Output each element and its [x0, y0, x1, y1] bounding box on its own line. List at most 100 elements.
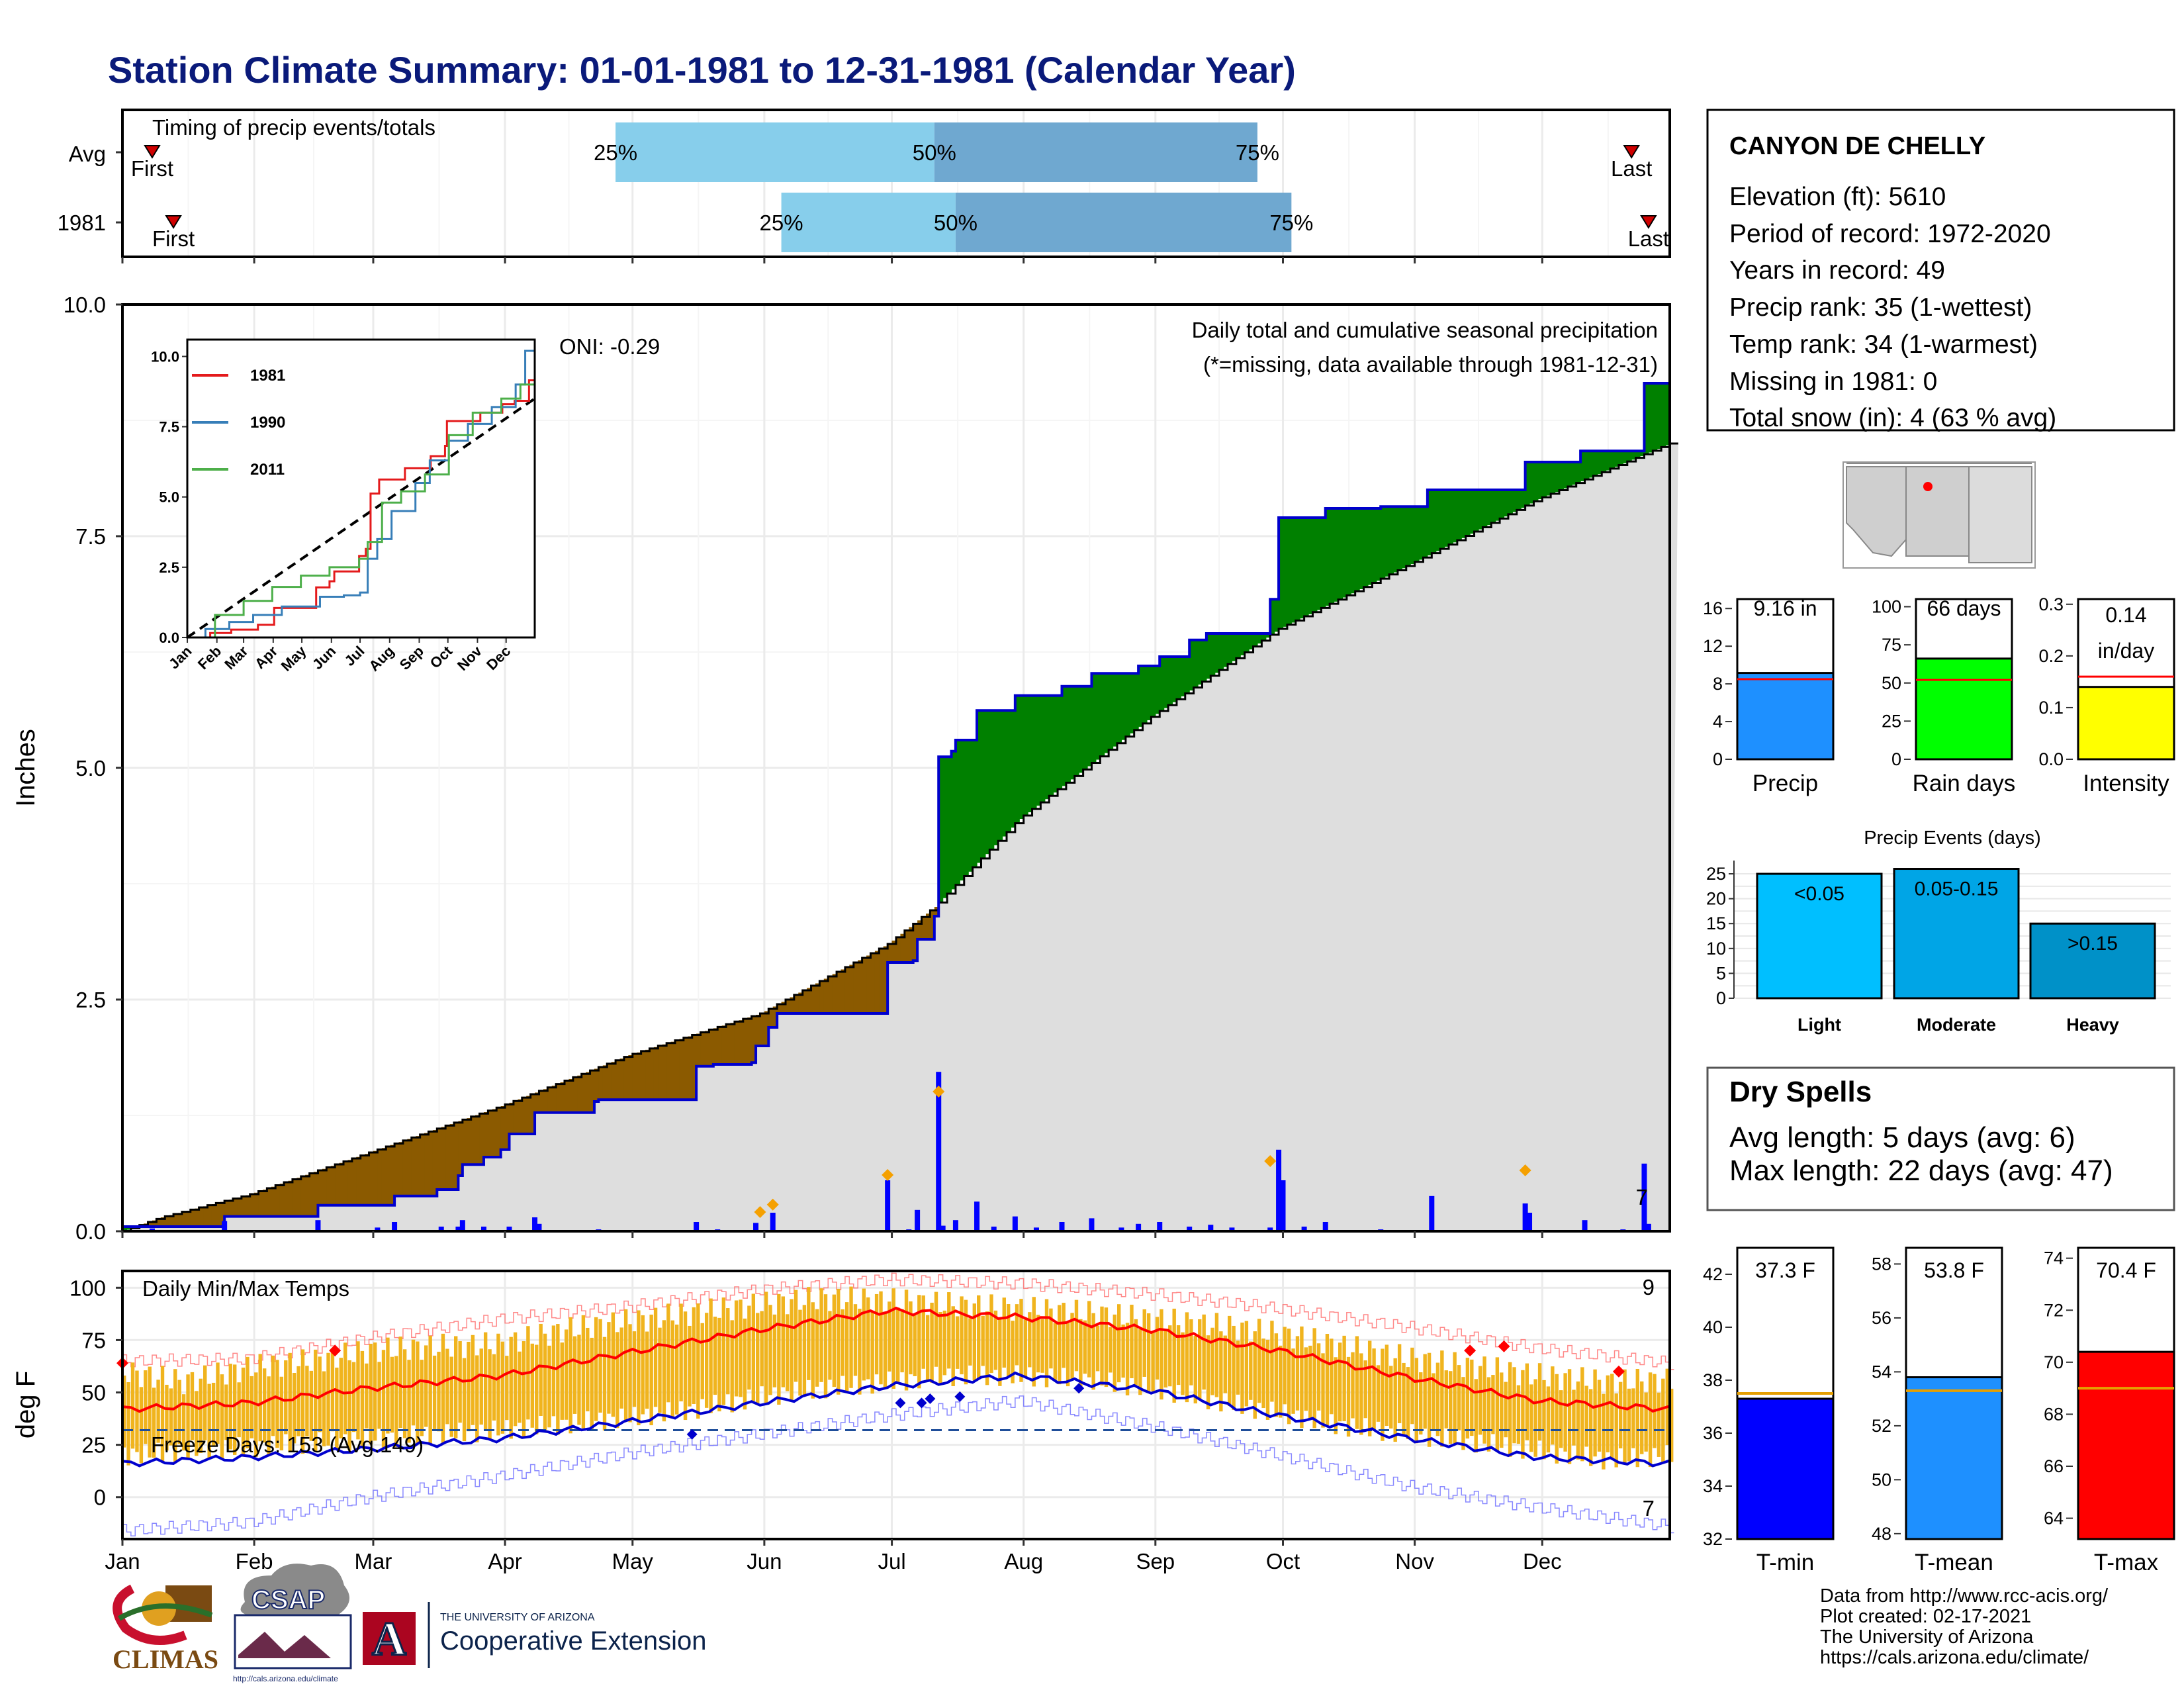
deficit-area: [471, 1116, 476, 1165]
record-low-marker: [954, 1391, 966, 1402]
surplus-area: [1113, 673, 1118, 747]
deficit-area: [224, 1201, 230, 1217]
daily-temp-bar: [1576, 1381, 1580, 1460]
deficit-area: [649, 1048, 655, 1100]
daily-precip-bar: [1301, 1227, 1307, 1231]
deficit-area: [628, 1055, 633, 1100]
surplus-area: [1330, 508, 1335, 604]
daily-temp-bar: [849, 1286, 853, 1388]
deficit-area: [653, 1047, 659, 1100]
surplus-area: [1168, 657, 1173, 706]
daily-temp-bar: [284, 1360, 288, 1434]
deficit-area: [679, 1039, 684, 1100]
daily-temp-bar: [989, 1294, 993, 1374]
daily-temp-bar: [955, 1316, 960, 1369]
daily-temp-bar: [1104, 1307, 1109, 1387]
temp-y-label: deg F: [11, 1371, 40, 1438]
deficit-area: [381, 1148, 387, 1205]
daily-temp-bar: [1062, 1303, 1066, 1368]
deficit-area: [777, 1004, 782, 1013]
daily-temp-bar: [1432, 1373, 1435, 1430]
deficit-area: [560, 1082, 565, 1113]
daily-temp-bar: [394, 1356, 398, 1447]
daily-temp-bar: [365, 1363, 369, 1429]
month-label: Dec: [1523, 1549, 1562, 1573]
oni-label: ONI: -0.29: [559, 334, 660, 359]
surplus-area: [1019, 695, 1024, 819]
deficit-area: [428, 1131, 433, 1196]
surplus-area: [1130, 673, 1135, 733]
daily-temp-bar: [1414, 1358, 1419, 1444]
daily-temp-bar: [1172, 1308, 1176, 1403]
surplus-area: [1381, 506, 1386, 579]
daily-temp-bar: [700, 1323, 704, 1399]
events-y-tick-label: 10: [1706, 939, 1726, 959]
daily-temp-bar: [416, 1341, 420, 1443]
daily-temp-bar: [1232, 1325, 1236, 1410]
climas-arc: [117, 1603, 213, 1621]
deficit-area: [500, 1106, 506, 1150]
events-y-tick-label: 15: [1706, 914, 1726, 933]
daily-precip-bar: [1012, 1216, 1018, 1231]
deficit-area: [602, 1065, 608, 1100]
climas-wordmark: CLIMAS: [113, 1644, 218, 1674]
daily-temp-bar: [1355, 1336, 1359, 1429]
surplus-area: [1117, 673, 1122, 743]
surplus-area: [1546, 462, 1551, 496]
normal-min-line: [122, 1371, 1670, 1468]
daily-temp-bar: [1279, 1345, 1283, 1418]
deficit-area: [760, 1013, 765, 1046]
temp-summary-y-tick-label: 54: [1872, 1362, 1891, 1382]
deficit-area: [177, 1213, 183, 1227]
deficit-area: [326, 1167, 332, 1205]
daily-temp-bar: [1559, 1390, 1563, 1448]
daily-temp-bar: [760, 1311, 764, 1387]
daily-temp-bar: [398, 1336, 402, 1429]
daily-temp-bar: [1265, 1339, 1270, 1420]
daily-precip-bar: [1157, 1222, 1163, 1231]
ua-big-text: Cooperative Extension: [440, 1626, 706, 1656]
deficit-area: [347, 1160, 353, 1205]
daily-temp-bar: [1474, 1379, 1478, 1453]
daily-temp-bar: [904, 1289, 909, 1391]
footer-line: The University of Arizona: [1820, 1626, 2034, 1648]
deficit-area: [475, 1115, 480, 1165]
daily-temp-bar: [1117, 1304, 1121, 1383]
surplus-area: [1087, 686, 1093, 767]
surplus-area: [1580, 451, 1586, 481]
surplus-area: [1253, 633, 1258, 647]
deficit-area: [228, 1199, 234, 1217]
surplus-area: [942, 757, 948, 898]
daily-temp-bar: [1334, 1357, 1338, 1434]
temp-panel: 0 25 50 75 100 Jan Feb Mar Apr May Jun Jul Aug Sep Oc…: [11, 1270, 1674, 1573]
surplus-area: [126, 1227, 132, 1230]
surplus-area: [1015, 695, 1020, 823]
daily-precip-bar: [1033, 1227, 1039, 1231]
deficit-area: [581, 1074, 586, 1113]
surplus-area: [1155, 666, 1160, 714]
footer-line: Plot created: 02-17-2021: [1820, 1606, 2031, 1627]
deficit-area: [207, 1205, 212, 1227]
summary-value-label: 0.14: [2105, 603, 2146, 627]
surplus-area: [122, 1227, 128, 1231]
daily-precip-bar: [770, 1213, 776, 1231]
surplus-area: [1597, 451, 1602, 475]
deficit-area: [488, 1110, 493, 1157]
deficit-area: [390, 1145, 395, 1205]
daily-temp-bar: [288, 1352, 292, 1453]
summary-y-tick-label: 4: [1713, 712, 1723, 731]
deficit-area: [309, 1173, 314, 1217]
surplus-area: [1083, 686, 1088, 770]
daily-precip-bar: [936, 1072, 942, 1231]
daily-temp-bar: [1040, 1319, 1044, 1373]
summary-y-tick-label: 0.1: [2038, 698, 2064, 718]
daily-temp-bar: [1163, 1330, 1168, 1388]
summary-bar: [1915, 657, 2013, 761]
deficit-area: [925, 914, 931, 939]
surplus-area: [1406, 506, 1411, 567]
deficit-area: [148, 1222, 153, 1227]
daily-temp-bar: [462, 1358, 467, 1442]
temp-summary-y-tick-label: 52: [1872, 1416, 1891, 1436]
surplus-area: [1521, 490, 1526, 508]
surplus-area: [1657, 383, 1662, 449]
